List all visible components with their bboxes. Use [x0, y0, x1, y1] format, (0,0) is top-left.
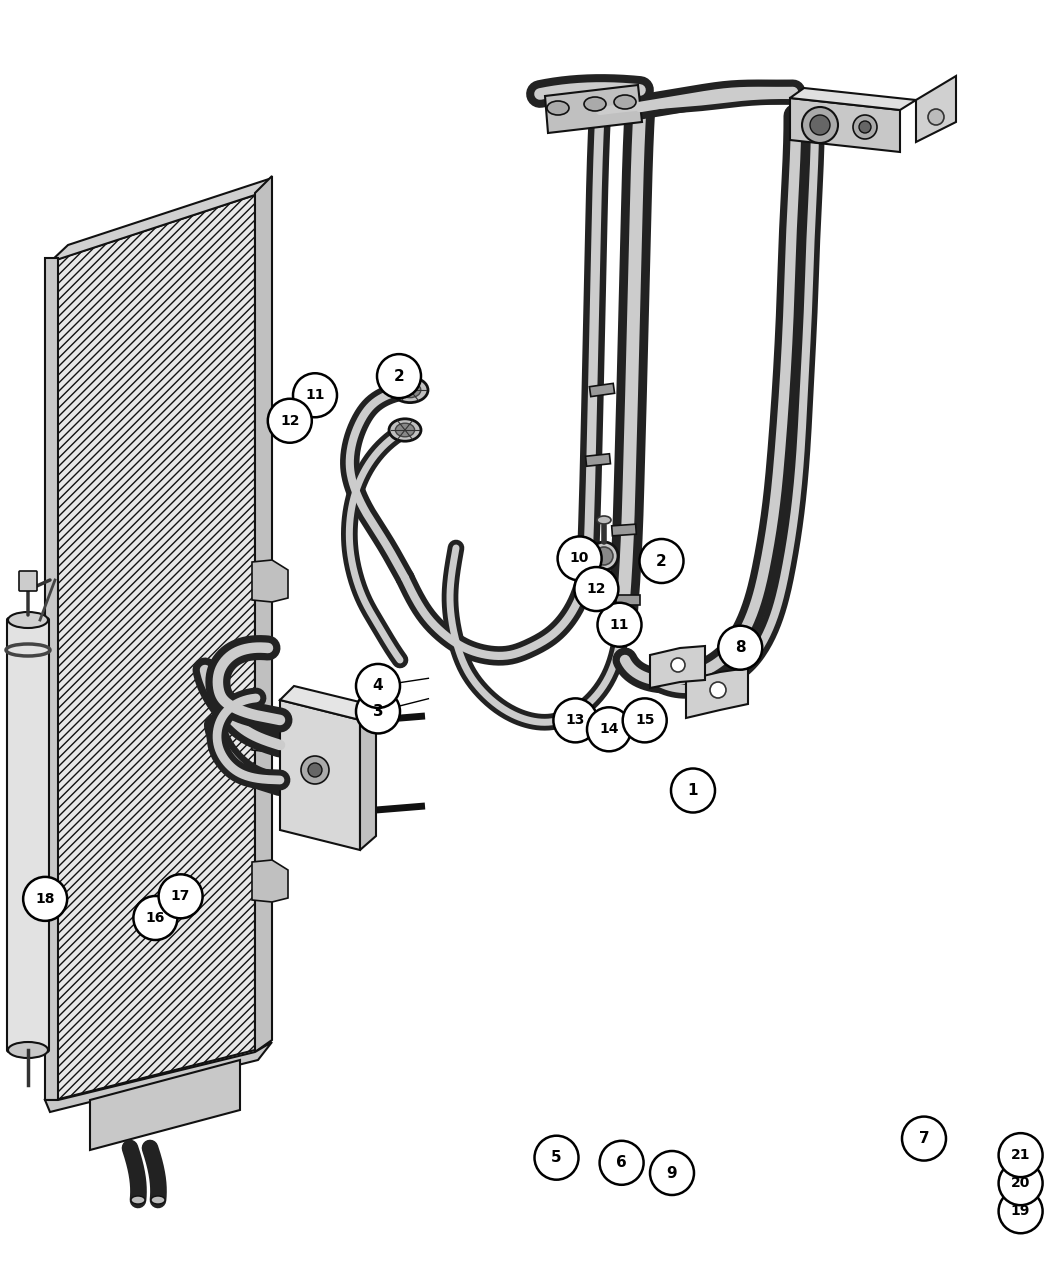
- Circle shape: [623, 699, 667, 742]
- Circle shape: [159, 875, 203, 918]
- Circle shape: [356, 690, 400, 733]
- Text: 8: 8: [735, 640, 746, 655]
- Ellipse shape: [595, 547, 613, 565]
- Circle shape: [558, 537, 602, 580]
- Text: 11: 11: [610, 618, 629, 631]
- Text: 15: 15: [635, 714, 654, 727]
- Text: 12: 12: [280, 414, 299, 427]
- Polygon shape: [255, 176, 272, 1052]
- Polygon shape: [252, 560, 288, 602]
- Polygon shape: [50, 179, 272, 261]
- Polygon shape: [650, 646, 705, 688]
- Polygon shape: [790, 88, 916, 110]
- Text: 14: 14: [600, 723, 618, 736]
- Circle shape: [553, 699, 597, 742]
- Text: 13: 13: [566, 714, 585, 727]
- Text: 10: 10: [570, 552, 589, 565]
- Circle shape: [853, 115, 877, 139]
- Text: 11: 11: [306, 389, 324, 402]
- Ellipse shape: [597, 516, 611, 524]
- Text: 16: 16: [146, 912, 165, 924]
- Circle shape: [600, 1141, 644, 1184]
- Polygon shape: [360, 706, 376, 850]
- Polygon shape: [280, 700, 360, 850]
- FancyBboxPatch shape: [616, 595, 640, 606]
- Circle shape: [650, 1151, 694, 1195]
- Text: 3: 3: [373, 704, 383, 719]
- Ellipse shape: [396, 423, 415, 437]
- Circle shape: [534, 1136, 579, 1179]
- Circle shape: [268, 399, 312, 442]
- Ellipse shape: [590, 542, 618, 570]
- Circle shape: [859, 121, 872, 133]
- Text: 20: 20: [1011, 1177, 1030, 1190]
- Circle shape: [810, 115, 830, 135]
- Text: 2: 2: [656, 553, 667, 569]
- Text: 5: 5: [551, 1150, 562, 1165]
- Circle shape: [597, 603, 642, 646]
- Ellipse shape: [399, 382, 421, 398]
- FancyBboxPatch shape: [612, 524, 636, 536]
- Polygon shape: [45, 258, 58, 1100]
- Text: 1: 1: [688, 783, 698, 798]
- Circle shape: [356, 664, 400, 708]
- Ellipse shape: [614, 96, 636, 108]
- Text: 19: 19: [1011, 1205, 1030, 1218]
- Circle shape: [671, 658, 685, 672]
- Ellipse shape: [131, 1196, 145, 1204]
- FancyBboxPatch shape: [19, 571, 37, 592]
- Ellipse shape: [547, 101, 569, 115]
- Polygon shape: [790, 98, 900, 152]
- Text: 12: 12: [587, 583, 606, 595]
- Text: 21: 21: [1011, 1149, 1030, 1162]
- Circle shape: [301, 756, 329, 784]
- Circle shape: [999, 1190, 1043, 1233]
- Polygon shape: [45, 1042, 272, 1112]
- Ellipse shape: [8, 1042, 48, 1058]
- Circle shape: [999, 1133, 1043, 1177]
- Text: 7: 7: [919, 1131, 929, 1146]
- Circle shape: [999, 1162, 1043, 1205]
- Circle shape: [293, 374, 337, 417]
- Circle shape: [587, 708, 631, 751]
- Ellipse shape: [8, 612, 48, 629]
- FancyBboxPatch shape: [589, 384, 614, 397]
- Polygon shape: [55, 195, 255, 1100]
- Circle shape: [902, 1117, 946, 1160]
- Circle shape: [574, 567, 618, 611]
- Polygon shape: [916, 76, 956, 142]
- Text: 9: 9: [667, 1165, 677, 1181]
- Polygon shape: [686, 668, 748, 718]
- FancyBboxPatch shape: [586, 454, 610, 467]
- Ellipse shape: [151, 1196, 165, 1204]
- Polygon shape: [545, 85, 642, 133]
- Text: 4: 4: [373, 678, 383, 694]
- Circle shape: [802, 107, 838, 143]
- Circle shape: [23, 877, 67, 921]
- Polygon shape: [90, 1060, 240, 1150]
- Polygon shape: [252, 861, 288, 901]
- Polygon shape: [280, 686, 376, 720]
- Circle shape: [377, 354, 421, 398]
- Text: 6: 6: [616, 1155, 627, 1170]
- Circle shape: [308, 762, 322, 776]
- Circle shape: [639, 539, 684, 583]
- Ellipse shape: [388, 418, 421, 441]
- FancyBboxPatch shape: [7, 618, 49, 1052]
- Text: 18: 18: [36, 892, 55, 905]
- Circle shape: [133, 896, 177, 940]
- Ellipse shape: [584, 97, 606, 111]
- Polygon shape: [252, 710, 288, 752]
- Text: 17: 17: [171, 890, 190, 903]
- Circle shape: [671, 769, 715, 812]
- Circle shape: [710, 682, 726, 697]
- Circle shape: [718, 626, 762, 669]
- Ellipse shape: [392, 377, 428, 403]
- Circle shape: [928, 108, 944, 125]
- Text: 2: 2: [394, 368, 404, 384]
